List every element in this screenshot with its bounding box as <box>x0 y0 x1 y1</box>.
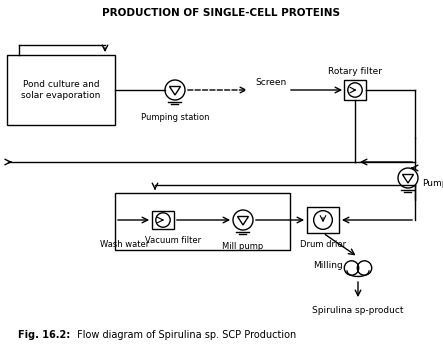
Text: Rotary filter: Rotary filter <box>328 67 382 76</box>
Text: Vacuum filter: Vacuum filter <box>145 236 201 245</box>
Text: Pump: Pump <box>422 179 443 188</box>
Text: Screen: Screen <box>255 78 286 87</box>
Text: Mill pump: Mill pump <box>222 242 264 251</box>
Text: Pond culture and
solar evaporation: Pond culture and solar evaporation <box>21 80 101 100</box>
Text: Drum drier: Drum drier <box>300 240 346 249</box>
Text: Flow diagram of Spirulina sp. SCP Production: Flow diagram of Spirulina sp. SCP Produc… <box>74 330 296 340</box>
Text: Pumping station: Pumping station <box>141 113 209 122</box>
Bar <box>307 207 339 233</box>
Bar <box>344 80 366 100</box>
Text: Fig. 16.2:: Fig. 16.2: <box>18 330 70 340</box>
Text: Spirulina sp-product: Spirulina sp-product <box>312 306 404 315</box>
Text: Milling: Milling <box>313 261 343 271</box>
Bar <box>115 193 290 250</box>
Bar <box>7 55 115 125</box>
Text: Wash water: Wash water <box>101 240 150 249</box>
Bar <box>152 211 174 229</box>
Text: PRODUCTION OF SINGLE-CELL PROTEINS: PRODUCTION OF SINGLE-CELL PROTEINS <box>102 8 340 18</box>
